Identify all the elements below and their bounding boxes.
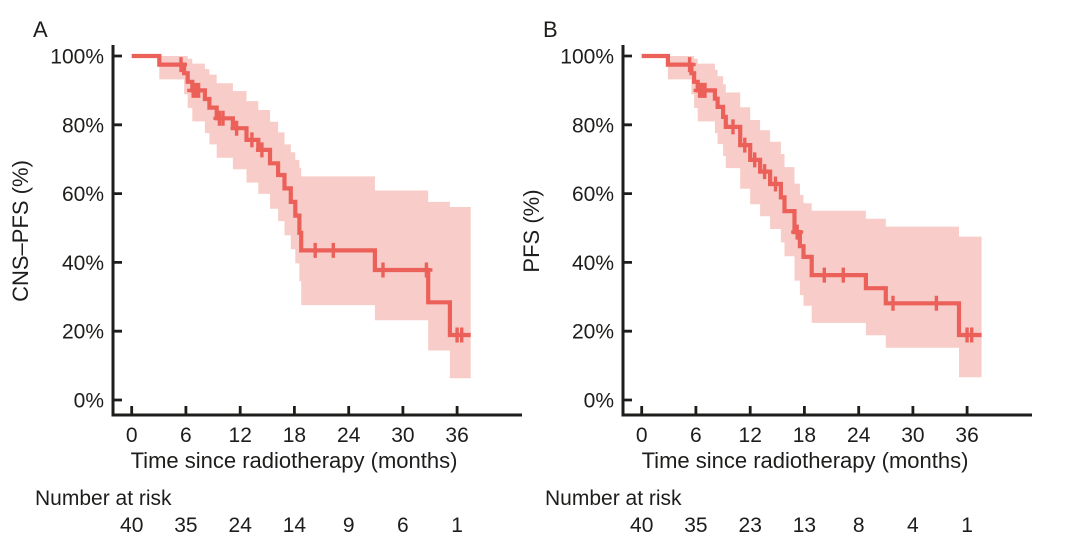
panel-b-x-axis-title: Time since radiotherapy (months) <box>641 448 969 473</box>
km-curve-b <box>641 53 982 338</box>
number-at-risk-value: 14 <box>283 514 307 537</box>
number-at-risk-value: 35 <box>684 514 707 537</box>
y-tick-label: 100% <box>560 46 614 69</box>
y-tick-label: 40% <box>572 252 614 275</box>
number-at-risk-value: 6 <box>397 514 409 537</box>
number-at-risk-value: 24 <box>229 514 253 537</box>
y-tick-label: 80% <box>572 114 614 137</box>
y-tick-label: 20% <box>62 321 104 344</box>
panel-b-letter: B <box>543 17 558 42</box>
censor-marks-a <box>175 57 468 343</box>
x-tick-label: 0 <box>126 424 138 447</box>
panel-a-number-at-risk-label: Number at risk <box>35 487 172 510</box>
number-at-risk-value: 40 <box>630 514 653 537</box>
x-tick-label: 30 <box>901 424 924 447</box>
axes-b <box>621 45 1032 417</box>
x-tick-label: 12 <box>739 424 762 447</box>
x-tick-label: 6 <box>180 424 192 447</box>
axes-a <box>111 45 522 417</box>
y-tick-label: 60% <box>62 183 104 206</box>
confidence-band-b <box>667 56 982 378</box>
x-tick-label: 24 <box>337 424 361 447</box>
tick-marks-a <box>114 54 459 414</box>
number-at-risk-value: 1 <box>451 514 463 537</box>
y-tick-labels-b: 100% 80% 60% 40% 20% 0% <box>560 46 614 413</box>
y-tick-label: 40% <box>62 252 104 275</box>
number-at-risk-row-a: 40 35 24 14 9 6 1 <box>120 514 463 537</box>
y-tick-label: 80% <box>62 114 104 137</box>
y-tick-label: 60% <box>572 183 614 206</box>
y-tick-label: 20% <box>572 321 614 344</box>
x-tick-label: 36 <box>445 424 468 447</box>
x-tick-label: 18 <box>283 424 306 447</box>
x-tick-label: 36 <box>955 424 978 447</box>
confidence-band-a <box>159 56 471 379</box>
y-tick-label: 0% <box>584 390 614 413</box>
number-at-risk-value: 35 <box>174 514 197 537</box>
number-at-risk-value: 4 <box>907 514 919 537</box>
censor-marks-b <box>683 57 978 343</box>
number-at-risk-value: 13 <box>793 514 816 537</box>
number-at-risk-row-b: 40 35 23 13 8 4 1 <box>630 514 973 537</box>
number-at-risk-value: 9 <box>343 514 355 537</box>
number-at-risk-value: 8 <box>853 514 865 537</box>
x-tick-labels-a: 0 6 12 18 24 30 36 <box>126 424 469 447</box>
panel-b-y-axis-title: PFS (%) <box>519 189 544 273</box>
x-tick-labels-b: 0 6 12 18 24 30 36 <box>636 424 979 447</box>
y-tick-label: 100% <box>50 46 104 69</box>
x-tick-label: 6 <box>690 424 702 447</box>
x-tick-label: 30 <box>391 424 414 447</box>
number-at-risk-value: 1 <box>961 514 973 537</box>
x-tick-label: 12 <box>229 424 252 447</box>
number-at-risk-value: 40 <box>120 514 143 537</box>
x-tick-label: 18 <box>793 424 816 447</box>
y-tick-label: 0% <box>74 390 104 413</box>
panel-a-y-axis-title: CNS–PFS (%) <box>8 160 33 302</box>
panel-b-number-at-risk-label: Number at risk <box>545 487 682 510</box>
x-tick-label: 24 <box>847 424 871 447</box>
y-tick-labels-a: 100% 80% 60% 40% 20% 0% <box>50 46 104 413</box>
x-tick-label: 0 <box>636 424 648 447</box>
panel-a-x-axis-title: Time since radiotherapy (months) <box>130 448 458 473</box>
panel-a-letter: A <box>33 17 48 42</box>
km-panel-a: 100% 80% 60% 40% 20% 0% 0 6 12 18 24 30 36 40 35 24 14 9 6… <box>50 45 522 537</box>
tick-marks-b <box>624 54 969 414</box>
number-at-risk-value: 23 <box>739 514 762 537</box>
